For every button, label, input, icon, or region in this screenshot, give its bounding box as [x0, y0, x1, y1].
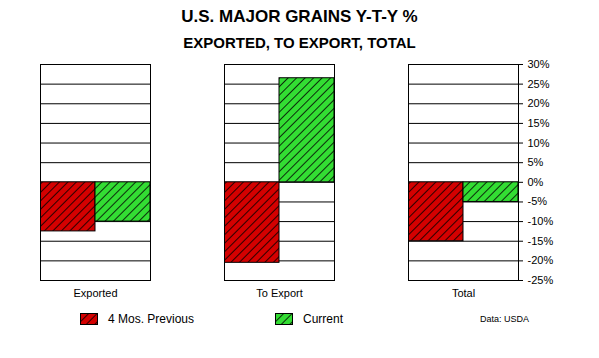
svg-text:10%: 10%	[528, 137, 550, 149]
html-text:4 Mos. Previous: 4 Mos. Previous	[108, 312, 194, 326]
html-text:EXPORTED, TO EXPORT, TOTAL: EXPORTED, TO EXPORT, TOTAL	[183, 34, 416, 51]
svg-text:20%: 20%	[528, 97, 550, 109]
svg-text:15%: 15%	[528, 117, 550, 129]
html-text:U.S. MAJOR GRAINS Y-T-Y %: U.S. MAJOR GRAINS Y-T-Y %	[181, 7, 418, 26]
svg-text:Total: Total	[452, 287, 475, 299]
svg-text:Exported: Exported	[73, 287, 117, 299]
html-text:Data: USDA: Data: USDA	[480, 314, 529, 324]
svg-text:To Export: To Export	[256, 287, 302, 299]
svg-text:-10%: -10%	[528, 215, 554, 227]
svg-text:5%: 5%	[528, 156, 544, 168]
svg-text:0%: 0%	[528, 176, 544, 188]
svg-text:-25%: -25%	[528, 274, 554, 286]
svg-text:30%: 30%	[528, 58, 550, 70]
svg-text:-15%: -15%	[528, 235, 554, 247]
svg-text:25%: 25%	[528, 78, 550, 90]
svg-text:-5%: -5%	[528, 195, 548, 207]
svg-text:-20%: -20%	[528, 254, 554, 266]
html-text:Current: Current	[303, 312, 343, 326]
